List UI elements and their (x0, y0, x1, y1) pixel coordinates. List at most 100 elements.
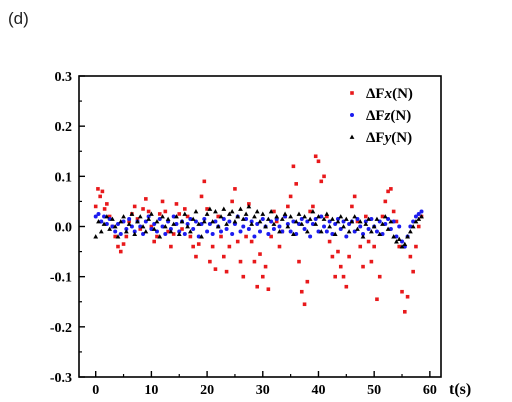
dfx-point (347, 254, 351, 259)
dfy-point (187, 229, 193, 234)
dfz-point (252, 234, 257, 239)
dfy-point (327, 224, 333, 229)
dfy-point (304, 229, 310, 234)
x-tick-label: 50 (367, 383, 381, 398)
dfy-point (140, 224, 146, 229)
dfy-point (229, 209, 235, 214)
x-tick-label: 20 (200, 383, 214, 398)
dfz-point (308, 234, 313, 239)
dfx-point (208, 259, 212, 264)
dfx-point (185, 214, 190, 219)
dfz-point (168, 227, 173, 232)
dfy-point (360, 234, 366, 239)
dfz-point (260, 216, 265, 221)
dfx-point (269, 234, 273, 239)
dfy-point (252, 214, 257, 219)
dfz-point (413, 214, 418, 219)
dfy-point (235, 214, 241, 219)
dfy-point (207, 206, 213, 211)
dfy-point (402, 241, 408, 246)
dfx-point (333, 274, 337, 279)
dfy-point (324, 211, 330, 216)
dfy-point (149, 211, 154, 216)
dfx-point (138, 227, 143, 231)
dfz-point (113, 229, 118, 234)
dfy-point (221, 206, 227, 211)
dfy-point (277, 229, 282, 234)
dfz-point (344, 234, 349, 239)
dfy-point (165, 216, 171, 221)
dfy-point (338, 214, 344, 219)
dfx-point (297, 259, 301, 264)
dfy-point (93, 234, 99, 239)
axes: 0 10 20 30 40 50 60 0.3 0.2 0.1 0.0 -0.1 -0.2 -0.3 t(s… (50, 70, 471, 398)
dfx-point (252, 259, 257, 264)
dfx-point (146, 209, 151, 214)
dfz-point (202, 216, 207, 221)
dfy-point (232, 219, 238, 224)
x-tick-label: 30 (256, 383, 270, 398)
dfz-point (285, 221, 290, 226)
dfx-point (288, 194, 293, 199)
dfz-point (358, 224, 363, 229)
dfx-point (216, 214, 221, 219)
dfx-point (325, 214, 329, 219)
dfy-point (307, 216, 313, 221)
dfx-point (391, 209, 396, 214)
dfy-point (263, 224, 268, 229)
dfy-point (174, 214, 179, 219)
dfx-point (227, 244, 232, 249)
dfx-point (213, 267, 218, 271)
dfx-point (132, 204, 137, 209)
dfx-point (355, 219, 360, 224)
dfy-point (96, 219, 101, 224)
dfz-point (277, 224, 282, 229)
dfx-point (394, 219, 399, 224)
dfx-point (238, 259, 243, 264)
dfy-point (282, 211, 288, 216)
dfy-point (335, 219, 341, 224)
dfy-point (249, 221, 255, 226)
dfy-point (162, 224, 168, 229)
dfx-point (166, 229, 170, 234)
dfy-point (126, 221, 132, 226)
dfx-point (177, 212, 182, 216)
dfx-point (188, 234, 193, 239)
dfx-point (219, 234, 223, 239)
dfx-point (397, 244, 402, 249)
dfx-point (155, 234, 159, 239)
dfy-point (363, 221, 369, 226)
dfy-point (104, 214, 110, 219)
dfx-point (222, 254, 226, 259)
dfy-point (115, 234, 121, 239)
dfz-point (266, 232, 271, 237)
dfy-point (171, 221, 177, 226)
dfx-point (272, 209, 276, 214)
dfy-point (341, 224, 346, 229)
dfy-point (313, 221, 319, 226)
dfy-point (240, 216, 246, 221)
dfx-point (107, 214, 112, 219)
x-tick-label: 60 (423, 383, 437, 398)
dfx-point (375, 297, 379, 302)
dfx-point (327, 239, 332, 244)
dfx-point (93, 204, 98, 209)
dfy-point (380, 221, 385, 226)
dfz-point (177, 229, 182, 234)
y-tick-label: -0.2 (50, 321, 72, 336)
dfz-point (241, 224, 246, 229)
dfx-point (191, 244, 195, 249)
dfx-point (302, 302, 307, 307)
dfx-point (263, 264, 268, 269)
dfx-point (183, 207, 187, 211)
dfy-point (310, 209, 316, 214)
dfx-point (358, 244, 363, 249)
dfx-point (163, 209, 168, 214)
dfy-point (123, 229, 129, 234)
dfy-point (118, 219, 124, 224)
dfx-point (210, 244, 215, 249)
dfx-point (144, 197, 148, 201)
dfy-point (199, 234, 204, 239)
dfz-point (366, 227, 371, 232)
